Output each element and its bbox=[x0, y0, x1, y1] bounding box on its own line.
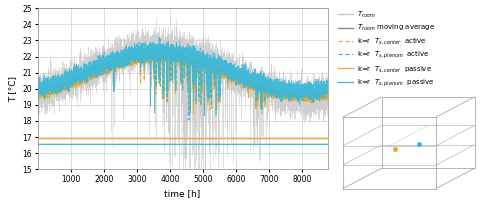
Y-axis label: T [°C]: T [°C] bbox=[8, 76, 17, 102]
X-axis label: time [h]: time [h] bbox=[164, 190, 200, 198]
Legend: $T_{room}$, $T_{room}$ moving average, k=r  $T_{s,center}$  active, k=r  $T_{s,p: $T_{room}$, $T_{room}$ moving average, k… bbox=[337, 8, 436, 90]
